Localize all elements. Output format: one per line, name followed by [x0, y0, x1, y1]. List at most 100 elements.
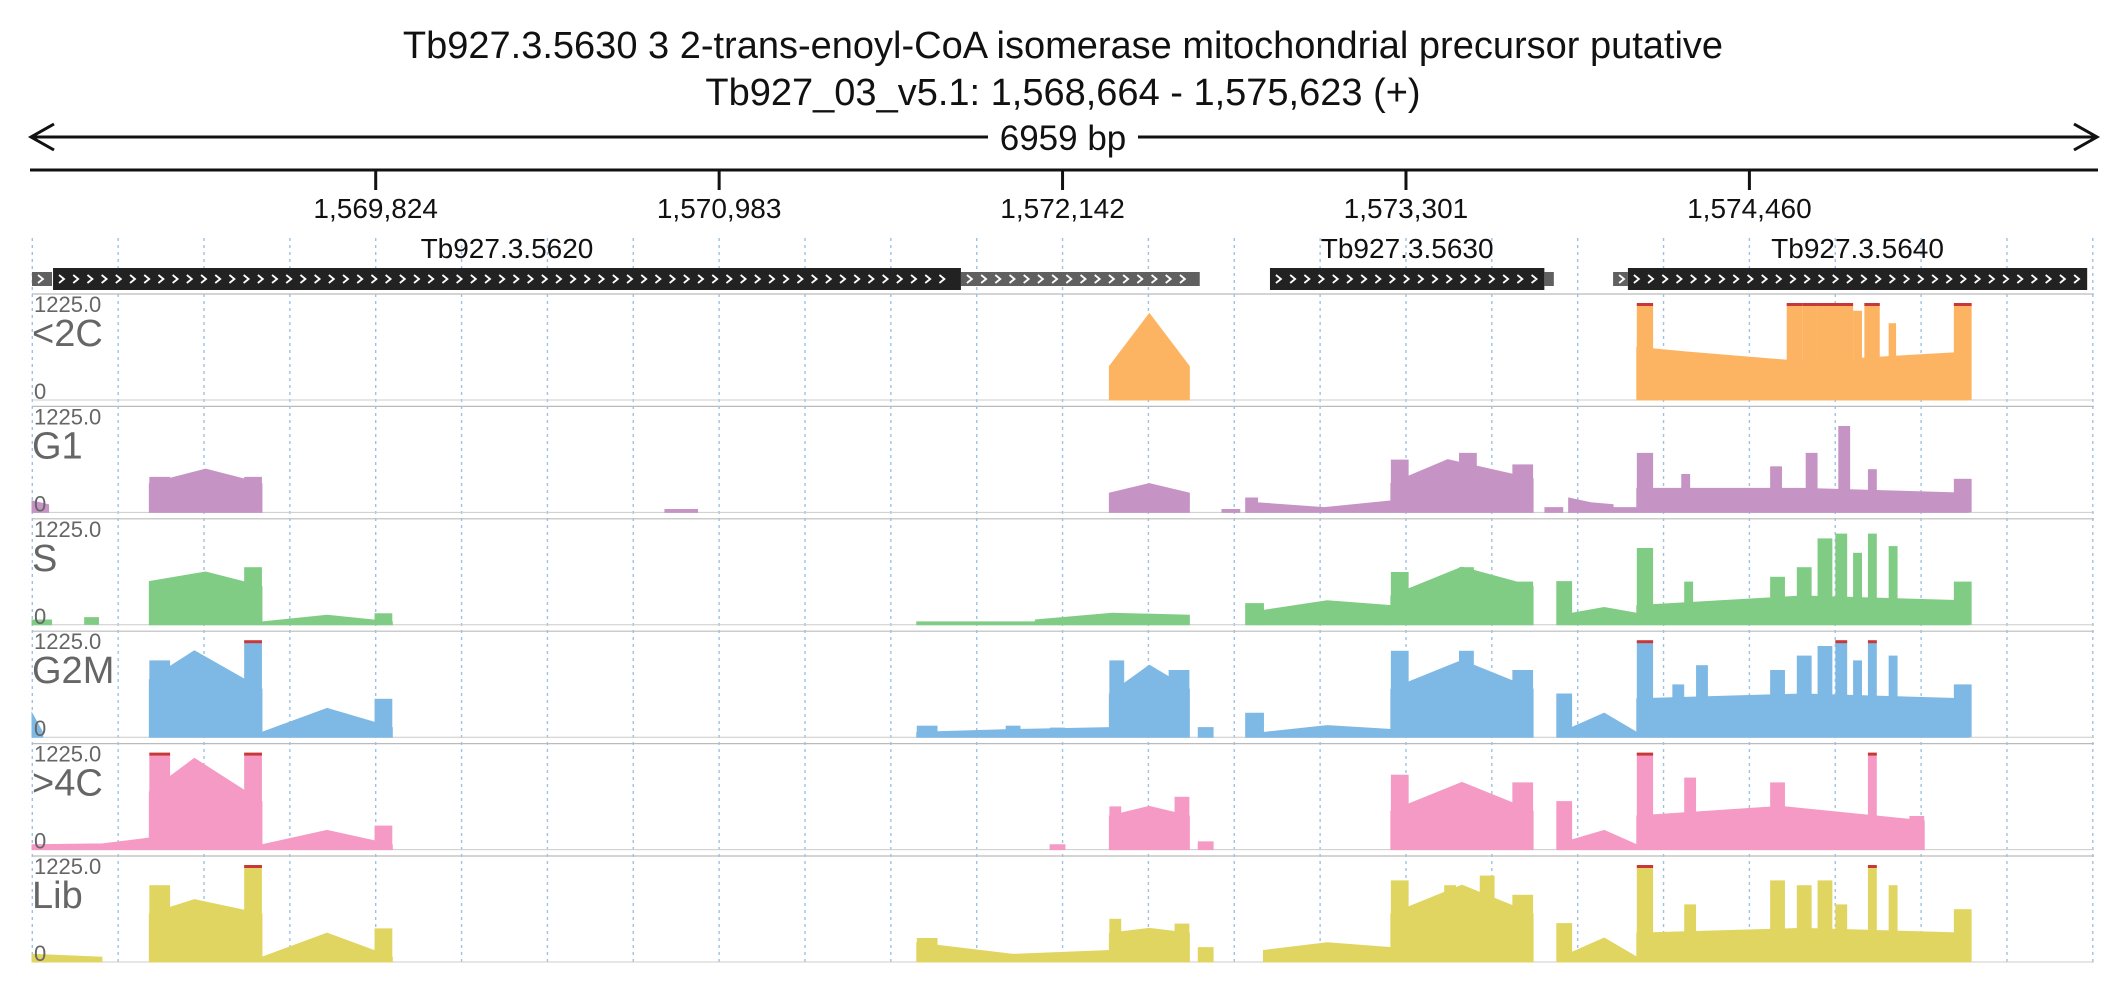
strand-arrow-icon	[1275, 274, 1539, 284]
coverage-bar	[244, 567, 262, 625]
clipped-marker	[1953, 303, 1972, 306]
coverage-bar	[1867, 469, 1877, 513]
coverage-bar	[149, 581, 171, 625]
strand-arrow-icon	[58, 274, 946, 284]
clipped-marker	[1636, 303, 1654, 306]
y-min-label: 0	[34, 716, 46, 741]
coverage-bar	[1817, 538, 1833, 625]
gene-label: Tb927.3.5630	[1321, 233, 1494, 264]
span-label: 6959 bp	[1000, 119, 1127, 158]
right-arrow-icon	[2073, 122, 2101, 152]
coverage-area	[1556, 581, 1573, 626]
coverage-bar	[1770, 466, 1782, 513]
coverage-bar	[1050, 727, 1065, 738]
coverage-bar	[1512, 894, 1534, 962]
track-4C: 1225.0>4C 0	[31, 742, 2094, 854]
coverage-bar	[1802, 304, 1818, 400]
coverage-bar	[1835, 641, 1848, 738]
track-label: G1	[32, 425, 83, 467]
span-ruler: 6959 bp	[27, 119, 2101, 158]
coverage-bar	[1853, 660, 1862, 738]
coverage-bar	[1109, 806, 1122, 850]
track-S: 1225.0S 0	[31, 517, 2094, 629]
coverage-bar	[1953, 684, 1972, 738]
coverage-bar	[1684, 777, 1697, 850]
gene-cds	[1627, 268, 2088, 290]
coverage-bar	[84, 617, 99, 625]
coverage-bar	[1817, 880, 1833, 962]
coverage-area	[1390, 781, 1534, 851]
coverage-bar	[1390, 650, 1409, 738]
strand-arrow-icon	[1633, 274, 2081, 284]
coverage-area	[1390, 884, 1534, 963]
coverage-bar	[1444, 885, 1457, 962]
clipped-marker	[244, 640, 262, 644]
coverage-bar	[1805, 452, 1818, 513]
coverage-bar	[1174, 923, 1190, 962]
coverage-area	[1108, 483, 1190, 513]
coverage-area	[1034, 612, 1190, 626]
coverage-bar	[1853, 310, 1862, 400]
coverage-bar	[1684, 904, 1697, 962]
coverage-area	[1245, 603, 1264, 626]
y-max-label: 1225.0	[34, 404, 101, 429]
coverage-bar	[1636, 452, 1654, 513]
left-arrow-icon	[27, 122, 55, 152]
coverage-bar	[374, 928, 393, 962]
coverage-bar	[916, 725, 938, 738]
coverage-bar	[1867, 641, 1877, 738]
clipped-marker	[1636, 752, 1654, 756]
coverage-bar	[1867, 753, 1877, 850]
coverage-area	[1556, 923, 1573, 963]
coverage-bar	[1512, 670, 1534, 738]
coverage-area	[1197, 947, 1214, 963]
coverage-area	[1571, 712, 1638, 738]
coverage-area	[1544, 507, 1564, 513]
coverage-area	[1556, 693, 1573, 738]
y-max-label: 1225.0	[34, 854, 101, 879]
y-min-label: 0	[34, 604, 46, 629]
strand-arrow-icon	[1618, 274, 1626, 284]
gene-label: Tb927.3.5620	[421, 233, 594, 264]
coverage-bar	[1864, 304, 1880, 400]
track-label: G2M	[32, 650, 114, 692]
gene-cds	[53, 268, 961, 290]
coordinate-ticks: 1,569,824 1,570,983 1,572,142 1,573,301 1,57…	[313, 170, 1812, 224]
coverage-bar	[244, 641, 262, 738]
clipped-marker	[1835, 640, 1848, 644]
coverage-bar	[1636, 866, 1654, 962]
coverage-bar	[1390, 459, 1409, 513]
coverage-bar	[1512, 581, 1534, 625]
coverage-area	[261, 707, 393, 738]
track-label: <2C	[32, 313, 103, 355]
y-max-label: 1225.0	[34, 742, 101, 767]
clipped-marker	[244, 865, 262, 868]
track-label: Lib	[32, 875, 83, 917]
coverage-bar	[1770, 880, 1785, 962]
coverage-bar	[1953, 581, 1972, 625]
coverage-bar	[916, 938, 938, 962]
coverage-bar	[1888, 546, 1898, 625]
coverage-area	[1571, 607, 1638, 626]
coverage-bar	[1109, 918, 1122, 962]
coverage-bar	[1390, 880, 1409, 962]
coverage-bar	[1636, 753, 1654, 850]
x-tick-label: 1,570,983	[657, 193, 782, 224]
gene-utr	[1544, 272, 1554, 286]
coverage-bar	[1853, 552, 1862, 625]
y-min-label: 0	[34, 941, 46, 966]
coverage-area	[1262, 942, 1392, 963]
coverage-area	[1221, 509, 1241, 513]
track-2C: 1225.0<2C 0	[32, 292, 2094, 404]
y-min-label: 0	[34, 829, 46, 854]
track-G1: 1225.0G1 0	[31, 404, 2094, 516]
coverage-bar	[1888, 323, 1897, 400]
coverage-bar	[1867, 533, 1877, 625]
coverage-bar	[374, 698, 393, 738]
coverage-bar	[1684, 581, 1694, 625]
strand-arrow-icon	[966, 274, 1187, 284]
coverage-bar	[1459, 567, 1474, 625]
y-min-label: 0	[34, 491, 46, 516]
coverage-area	[31, 837, 150, 851]
